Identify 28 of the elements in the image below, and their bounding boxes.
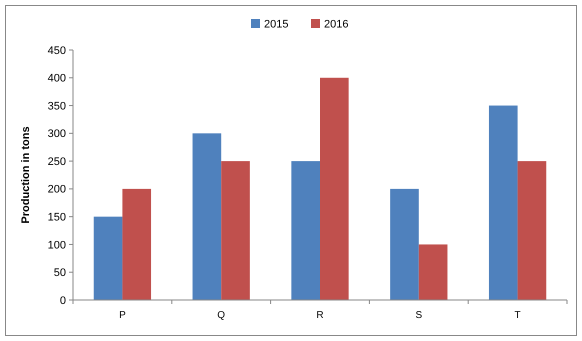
y-tick-label: 150 [48,212,66,224]
bar [320,78,349,300]
x-tick-label: T [514,310,521,321]
y-tick-label: 350 [48,100,66,112]
bar [418,244,448,300]
legend-label: 2016 [324,18,348,30]
y-axis-title: Production in tons [20,126,32,224]
legend-label: 2015 [264,18,288,30]
bar [390,188,419,300]
x-tick-label: S [415,310,422,321]
y-tick-label: 250 [48,156,66,168]
y-tick-label: 450 [48,44,66,57]
bar [488,106,518,300]
y-tick-label: 300 [48,128,66,140]
bar [518,161,546,300]
y-tick-label: 50 [54,267,66,280]
x-tick-label: R [316,310,324,321]
x-tick-label: Q [217,310,226,321]
y-tick-label: 200 [48,184,66,196]
y-tick-label: 100 [48,239,66,252]
y-tick-label: 400 [48,72,66,85]
bar [94,216,122,300]
bar [192,133,222,300]
bar [122,188,152,300]
bar [291,161,320,300]
x-tick-label: P [119,310,126,321]
bar [221,161,250,300]
y-tick-label: 0 [60,294,66,307]
